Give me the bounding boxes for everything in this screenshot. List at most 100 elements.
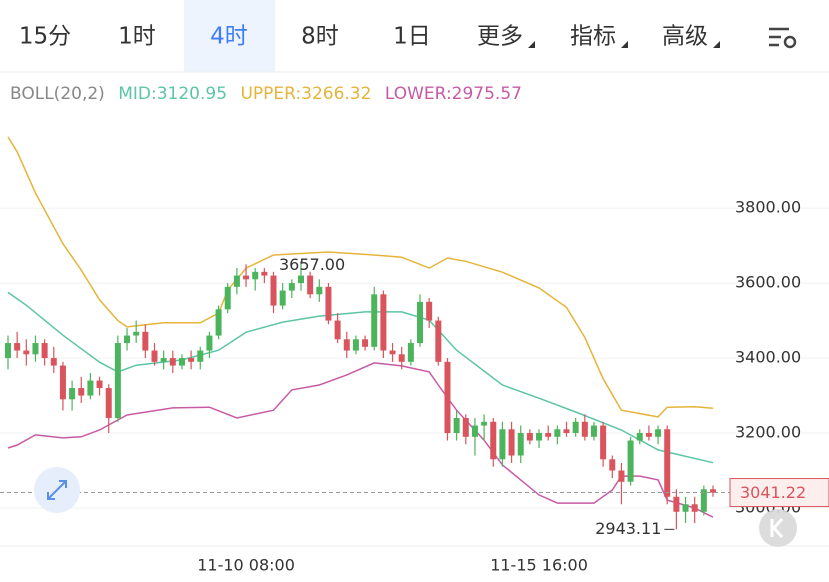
dropdown-caret: [528, 41, 535, 48]
candle-body: [69, 388, 76, 400]
candle-body: [188, 358, 195, 362]
candle-body: [362, 339, 369, 347]
candle-body: [343, 339, 350, 351]
x-tick-label: 11-15 16:00: [490, 556, 588, 575]
candle-body: [581, 421, 588, 437]
candle-body: [105, 388, 112, 419]
candle-body: [398, 354, 405, 362]
candle-body: [453, 418, 460, 434]
candle-body: [710, 489, 716, 493]
candle-body: [288, 283, 295, 291]
tab-selected-bg: [184, 0, 275, 72]
candle-body: [636, 433, 643, 441]
candle-body: [270, 275, 277, 306]
candle-body: [627, 440, 634, 482]
candle-body: [261, 271, 268, 276]
candle-body: [490, 421, 497, 460]
candle-body: [517, 433, 524, 456]
candle-body: [215, 309, 222, 336]
candle-body: [114, 343, 121, 419]
candle-body: [197, 350, 204, 362]
candle-body: [444, 361, 451, 434]
candle-body: [41, 343, 48, 359]
y-tick-label: 3600.00: [735, 273, 801, 292]
tab[interactable]: 更多: [477, 24, 523, 50]
y-tick-label: 3400.00: [735, 348, 801, 367]
candle-body: [499, 429, 506, 460]
candle-body: [426, 301, 433, 321]
candle-body: [352, 339, 359, 351]
candle-body: [142, 331, 149, 351]
candle-body: [389, 350, 396, 355]
high-annotation: 3657.00: [279, 255, 345, 274]
candle-body: [417, 301, 424, 344]
tab[interactable]: 8时: [301, 24, 339, 50]
tab-bar: 15分 1时 4时 8时 1日 更多 指标 高级: [19, 0, 720, 72]
expand-button[interactable]: [34, 467, 80, 513]
candle-body: [178, 358, 185, 366]
candle-body: [691, 504, 698, 512]
candle-body: [32, 343, 39, 355]
last-price-label: 3041.22: [740, 483, 806, 502]
tab[interactable]: 15分: [19, 24, 71, 50]
candle-body: [279, 290, 286, 306]
x-tick-label: 11-10 08:00: [197, 556, 295, 575]
low-annotation: 2943.11: [595, 519, 661, 538]
candle-body: [50, 358, 57, 366]
tab[interactable]: 4时: [210, 24, 248, 50]
kline-button[interactable]: [759, 509, 797, 547]
tab[interactable]: 高级: [662, 24, 708, 50]
candle-body: [508, 429, 515, 456]
dropdown-caret: [621, 41, 628, 48]
last-price-box: [729, 478, 829, 508]
candle-body: [536, 433, 543, 441]
candle-body: [572, 421, 579, 434]
legend-lower: LOWER:2975.57: [385, 84, 522, 104]
boll-line: [7, 291, 714, 464]
candle-body: [206, 335, 213, 351]
candle-body: [407, 343, 414, 362]
y-tick-label: 3200.00: [735, 423, 801, 442]
candle-body: [600, 425, 607, 460]
candle-body: [462, 418, 469, 437]
candle-body: [609, 459, 616, 471]
candle-body: [78, 388, 85, 396]
candle-body: [682, 504, 689, 512]
indicator-name: BOLL(20,2): [10, 84, 105, 104]
settings-icon[interactable]: [769, 27, 797, 49]
candle-body: [673, 496, 680, 512]
candle-body: [124, 335, 131, 344]
candle-body: [380, 294, 387, 351]
candle-body: [325, 286, 332, 321]
legend-mid: MID:3120.95: [118, 84, 227, 104]
candle-body: [526, 433, 533, 441]
candle-body: [645, 433, 652, 437]
candle-body: [160, 358, 167, 362]
candle-body: [618, 470, 625, 482]
y-tick-label: 3800.00: [735, 198, 801, 217]
candle-body: [545, 433, 552, 437]
indicator-legend: BOLL(20,2) MID:3120.95 UPPER:3266.32 LOW…: [10, 84, 522, 104]
candle-body: [371, 294, 378, 347]
tab[interactable]: 1日: [393, 24, 431, 50]
candle-body: [481, 421, 488, 426]
dropdown-caret: [713, 41, 720, 48]
candle-body: [554, 429, 561, 437]
tab[interactable]: 指标: [570, 24, 616, 50]
boll-line: [7, 136, 714, 418]
candle-body: [471, 425, 478, 437]
candle-body: [169, 358, 176, 366]
candle-body: [307, 275, 314, 295]
candle-body: [655, 429, 662, 437]
tab[interactable]: 1时: [118, 24, 156, 50]
candle-body: [5, 343, 11, 359]
candle-body: [151, 350, 158, 362]
candle-body: [316, 286, 323, 295]
candle-body: [334, 320, 341, 340]
candle-body: [233, 275, 240, 287]
candle-body: [87, 380, 94, 396]
candle-body: [664, 429, 671, 497]
candle-body: [133, 331, 140, 336]
